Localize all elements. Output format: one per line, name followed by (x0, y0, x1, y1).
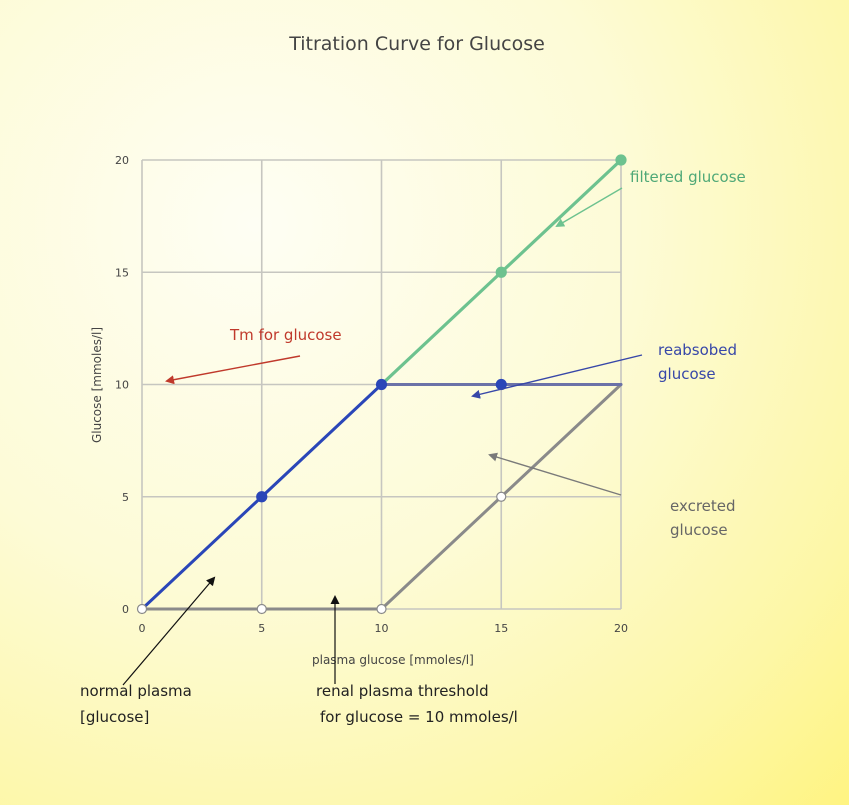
threshold-label-line1: renal plasma threshold (316, 682, 489, 700)
excreted-label-line1: excreted (670, 497, 736, 515)
filtered-arrow (555, 187, 623, 228)
y-tick-label: 10 (115, 379, 129, 392)
excreted-glucose-line (380, 495, 503, 611)
filtered-glucose-point (495, 266, 507, 278)
y-tick-label: 5 (122, 491, 129, 504)
x-tick-label: 15 (494, 622, 508, 635)
y-tick-label: 15 (115, 266, 129, 279)
tm-glucose-label: Tm for glucose (229, 326, 342, 344)
excreted-glucose-line (499, 383, 623, 499)
reabsobed-glucose-line (260, 383, 383, 499)
x-tick-label: 5 (258, 622, 265, 635)
excreted-arrow (488, 452, 622, 496)
y-tick-label: 20 (115, 154, 129, 167)
y-axis-label: Glucose [mmoles/l] (90, 327, 104, 443)
x-axis-label: plasma glucose [mmoles/l] (312, 653, 474, 667)
filtered-glucose-line (379, 270, 503, 387)
filtered-glucose-line (499, 158, 623, 274)
x-tick-label: 10 (375, 622, 389, 635)
x-tick-label: 0 (139, 622, 146, 635)
threshold-label-line2: for glucose = 10 mmoles/l (320, 708, 518, 726)
reabsobed-glucose-line (140, 495, 264, 611)
y-tick-label: 0 (122, 603, 129, 616)
reabsobed-glucose-point (256, 491, 268, 503)
excreted-glucose-point (136, 603, 148, 615)
reabsorbed-label-line2: glucose (658, 365, 716, 383)
normal-plasma-label-line2: [glucose] (80, 708, 149, 726)
excreted-glucose-point (376, 603, 387, 615)
series-points (136, 154, 627, 615)
chart-title: Titration Curve for Glucose (288, 33, 545, 55)
reabsorbed-label-line1: reabsobed (658, 341, 737, 359)
tm-arrow (165, 355, 301, 385)
filtered-glucose-label: filtered glucose (630, 168, 746, 186)
normal-plasma-label-line1: normal plasma (80, 682, 192, 700)
x-tick-label: 20 (614, 622, 628, 635)
filtered-glucose-point (615, 154, 627, 166)
tick-labels: 0 5 10 15 20 0 5 10 15 20 (115, 154, 628, 635)
reabsorbed-arrow (471, 354, 643, 399)
reabsobed-glucose-point (375, 378, 388, 391)
series-lines (140, 158, 623, 611)
excreted-label-line2: glucose (670, 521, 728, 539)
excreted-glucose-point (256, 603, 267, 615)
normal-plasma-arrow (122, 576, 216, 686)
excreted-glucose-point (496, 491, 507, 502)
